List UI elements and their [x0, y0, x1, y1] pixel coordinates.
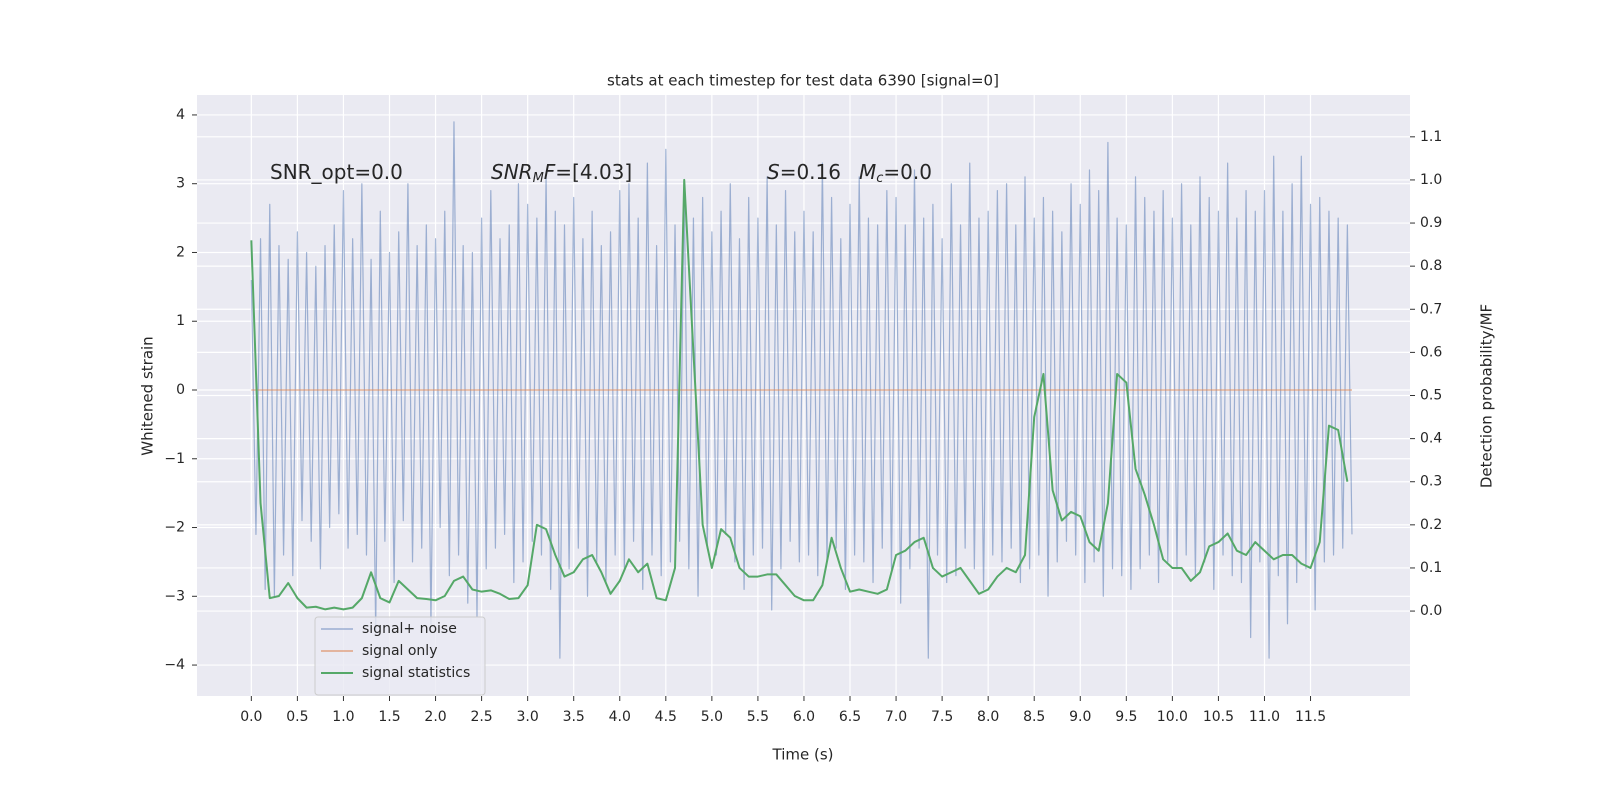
annotation: SNR_opt=0.0	[270, 160, 403, 184]
legend-label: signal statistics	[362, 665, 470, 681]
annotation: S=0.16	[767, 160, 841, 184]
annotation-part: =0.0	[883, 160, 932, 184]
x-tick-label: 11.5	[1295, 709, 1326, 725]
x-tick-label: 0.0	[240, 709, 262, 725]
x-tick-label: 2.0	[424, 709, 446, 725]
chart-title: stats at each timestep for test data 639…	[607, 72, 999, 90]
x-tick-label: 3.0	[517, 709, 539, 725]
x-tick-label: 1.0	[332, 709, 354, 725]
x-tick-label: 4.0	[609, 709, 631, 725]
annotation: SNRMF=[4.03]	[491, 160, 632, 186]
x-tick-label: 9.0	[1069, 709, 1091, 725]
y2-tick-label: 0.1	[1420, 560, 1442, 576]
y2-tick-label: 0.4	[1420, 431, 1442, 447]
annotation-part: SNR	[491, 160, 533, 184]
y-tick-label: 3	[176, 176, 185, 192]
y2-tick-label: 0.6	[1420, 344, 1442, 360]
annotations: SNR_opt=0.0 SNRMF=[4.03] S=0.16 Mc=0.0	[270, 160, 932, 186]
x-tick-label: 9.5	[1115, 709, 1137, 725]
x-tick-label: 4.5	[655, 709, 677, 725]
x-tick-label: 6.0	[793, 709, 815, 725]
x-tick-label: 8.0	[977, 709, 999, 725]
y-tick-label: −4	[164, 657, 185, 673]
y-tick-label: −3	[164, 588, 185, 604]
x-tick-label: 6.5	[839, 709, 861, 725]
y-tick-label: −1	[164, 451, 185, 467]
x-axis-label: Time (s)	[772, 746, 834, 764]
annotation: Mc=0.0	[859, 160, 932, 186]
y-tick-label: 1	[176, 313, 185, 329]
y2-tick-label: 0.3	[1420, 474, 1442, 490]
legend-label: signal+ noise	[362, 621, 457, 637]
y2-tick-label: 0.7	[1420, 301, 1442, 317]
x-tick-label: 10.0	[1157, 709, 1188, 725]
x-tick-label: 5.5	[747, 709, 769, 725]
y2-tick-label: 0.8	[1420, 258, 1442, 274]
legend-box	[314, 616, 486, 696]
x-tick-label: 2.5	[470, 709, 492, 725]
annotation-part: F	[544, 160, 556, 184]
x-tick-label: 3.5	[563, 709, 585, 725]
y-tick-label: 0	[176, 382, 185, 398]
x-tick-label: 0.5	[286, 709, 308, 725]
x-tick-label: 11.0	[1249, 709, 1280, 725]
legend: signal+ noise signal only signal statistic…	[314, 616, 486, 696]
y2-tick-label: 0.9	[1420, 215, 1442, 231]
y2-tick-label: 1.0	[1420, 172, 1442, 188]
x-tick-label: 5.0	[701, 709, 723, 725]
legend-label: signal only	[362, 643, 437, 659]
y2-axis-label: Detection probability/MF	[1478, 304, 1496, 488]
y-axis-label: Whitened strain	[139, 336, 157, 455]
x-tick-label: 7.0	[885, 709, 907, 725]
annotation-part: =[4.03]	[555, 160, 632, 184]
y2-tick-label: 1.1	[1420, 129, 1442, 145]
annotation-part: S	[767, 160, 780, 184]
x-tick-label: 7.5	[931, 709, 953, 725]
series-line	[250, 178, 1349, 611]
series-line	[250, 121, 1353, 659]
x-tick-label: 8.5	[1023, 709, 1045, 725]
y2-tick-label: 0.0	[1420, 603, 1442, 619]
annotation-part: M	[533, 171, 544, 186]
annotation-part: c	[876, 171, 883, 186]
y-tick-label: 4	[176, 107, 185, 123]
y2-tick-label: 0.5	[1420, 388, 1442, 404]
annotation-part: =0.16	[780, 160, 841, 184]
annotation-part: M	[859, 160, 876, 184]
plot-lines	[250, 121, 1353, 659]
x-tick-label: 10.5	[1203, 709, 1234, 725]
y-tick-label: 2	[176, 244, 185, 260]
y2-tick-label: 0.2	[1420, 517, 1442, 533]
y-tick-label: −2	[164, 520, 185, 536]
x-tick-label: 1.5	[378, 709, 400, 725]
annotation-part: SNR_opt=0.0	[270, 160, 403, 184]
